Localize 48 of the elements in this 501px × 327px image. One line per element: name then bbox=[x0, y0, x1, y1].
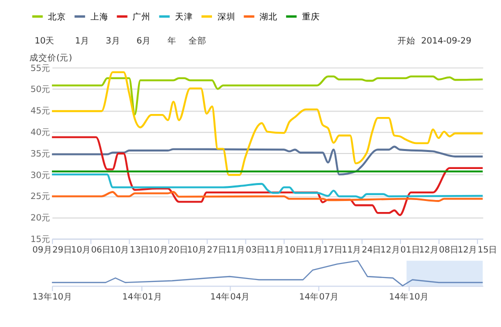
x-tick-label: 10月13日 bbox=[110, 246, 150, 256]
text: 10天 bbox=[34, 35, 55, 46]
legend-label: 湖北 bbox=[260, 11, 278, 22]
x-tick-label: 10月20日 bbox=[148, 246, 188, 256]
y-axis-title: 成交价(元) bbox=[29, 52, 72, 64]
text: 1月 bbox=[75, 36, 90, 46]
text: 3月 bbox=[106, 36, 120, 46]
x-tick-label: 14年04月 bbox=[210, 292, 250, 303]
line-series bbox=[50, 75, 484, 116]
y-tick-label: 35元 bbox=[30, 148, 50, 160]
line-series bbox=[50, 136, 484, 216]
text: 2014-09-29 bbox=[421, 36, 472, 46]
legend-label: 重庆 bbox=[302, 11, 320, 22]
y-tick-label: 45元 bbox=[30, 106, 50, 117]
line-series bbox=[50, 146, 484, 176]
y-tick-label: 55元 bbox=[30, 62, 50, 74]
y-tick-label: 20元 bbox=[30, 212, 50, 224]
y-tick-label: 50元 bbox=[30, 84, 50, 96]
legend-label: 深圳 bbox=[217, 11, 236, 22]
x-tick-label: 11月17日 bbox=[303, 246, 344, 256]
y-tick-label: 30元 bbox=[30, 170, 50, 181]
x-tick-label: 11月10日 bbox=[264, 246, 304, 256]
x-tick-label: 12月01日 bbox=[380, 246, 420, 256]
text: 开始 bbox=[397, 35, 416, 46]
text: 6月 bbox=[136, 36, 152, 46]
legend-label: 天津 bbox=[175, 11, 194, 22]
x-tick-label: 14年01月 bbox=[122, 292, 162, 303]
x-tick-label: 10月06日 bbox=[71, 246, 112, 256]
legend-label: 上海 bbox=[90, 11, 108, 22]
x-tick-label: 12月08日 bbox=[419, 246, 460, 256]
x-tick-label: 12月15日 bbox=[458, 246, 498, 256]
text: 全部 bbox=[188, 35, 206, 46]
y-tick-label: 15元 bbox=[30, 234, 50, 246]
line-series bbox=[50, 71, 484, 176]
y-tick-label: 40元 bbox=[30, 127, 50, 138]
x-tick-label: 10月27日 bbox=[187, 246, 228, 256]
legend-label: 广州 bbox=[132, 11, 151, 22]
line-series bbox=[50, 173, 484, 199]
legend-label: 北京 bbox=[48, 11, 66, 22]
text: 年 bbox=[167, 35, 176, 46]
y-tick-label: 25元 bbox=[30, 191, 50, 202]
x-tick-label: 09月29日 bbox=[32, 246, 72, 256]
x-tick-label: 11月03日 bbox=[226, 246, 266, 256]
x-tick-label: 13年10月 bbox=[32, 292, 72, 303]
line-series bbox=[50, 191, 484, 202]
x-tick-label: 11月24日 bbox=[342, 246, 382, 256]
x-tick-label: 14年07月 bbox=[299, 292, 340, 303]
x-tick-label: 14年10月 bbox=[388, 292, 429, 303]
